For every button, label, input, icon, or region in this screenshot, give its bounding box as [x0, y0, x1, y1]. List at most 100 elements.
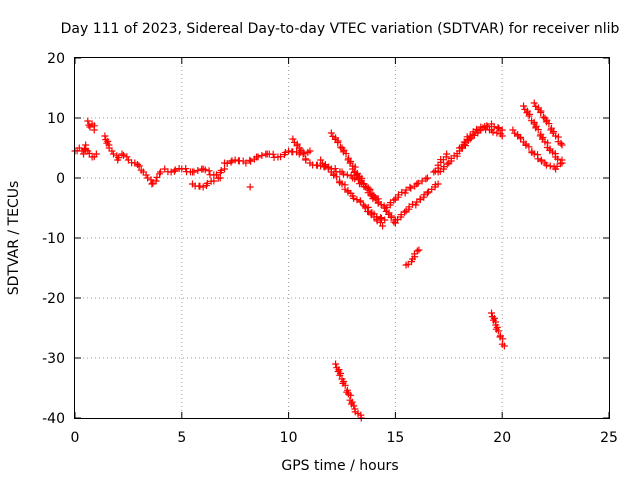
data-point-marker [196, 182, 204, 190]
y-tick-label: -20 [42, 291, 65, 307]
x-axis-label: GPS time / hours [281, 458, 398, 474]
x-tick-label: 0 [71, 430, 80, 446]
data-point-marker [517, 135, 525, 143]
data-point-marker [342, 150, 350, 158]
data-point-marker [148, 180, 156, 188]
data-point-marker [246, 183, 254, 191]
data-point-marker [332, 360, 340, 368]
data-point-marker [231, 156, 239, 164]
data-point-marker [205, 167, 213, 175]
data-point-marker [374, 198, 382, 206]
data-point-marker [401, 208, 409, 216]
data-point-marker [281, 149, 289, 156]
data-point-marker [327, 129, 335, 137]
data-point-marker [350, 194, 358, 202]
data-point-marker [194, 167, 202, 174]
data-point-marker [167, 168, 175, 176]
y-tick-label: -10 [42, 231, 65, 247]
data-point-marker [299, 150, 307, 158]
data-point-marker [135, 162, 143, 170]
data-point-marker [269, 150, 277, 158]
data-point-marker [406, 183, 414, 191]
axis-ticks: 0 5 10 15 20 25 -40 -30 -20 -10 0 10 20 [42, 51, 618, 446]
y-tick-label: 0 [56, 171, 65, 187]
data-point-marker [494, 124, 502, 132]
data-point-marker [434, 180, 442, 188]
data-point-marker [213, 171, 221, 179]
data-point-marker [546, 162, 554, 170]
data-point-marker [227, 158, 235, 166]
data-point-marker [522, 141, 530, 149]
data-point-marker [324, 165, 332, 173]
data-point-marker [369, 195, 377, 203]
data-point-marker [353, 196, 361, 204]
data-point-marker [152, 177, 160, 185]
data-point-marker [488, 309, 496, 317]
data-point-marker [341, 381, 349, 389]
data-point-marker [413, 247, 421, 255]
y-tick-label: -40 [42, 411, 65, 427]
data-point-marker [142, 171, 150, 179]
data-point-marker [228, 157, 236, 165]
data-point-marker [558, 156, 566, 164]
data-points [71, 99, 566, 422]
data-point-marker [422, 175, 430, 183]
data-point-marker [443, 150, 451, 158]
data-point-marker [495, 125, 503, 132]
x-tick-label: 15 [386, 430, 404, 446]
data-point-marker [101, 132, 109, 140]
data-point-marker [277, 153, 285, 161]
data-point-marker [123, 153, 131, 161]
data-point-marker [500, 342, 508, 350]
data-point-marker [364, 207, 372, 215]
data-point-marker [545, 120, 553, 128]
data-point-marker [537, 109, 545, 117]
y-tick-label: -30 [42, 351, 65, 367]
data-point-marker [336, 371, 344, 379]
data-point-marker [289, 135, 297, 143]
data-point-marker [463, 133, 471, 141]
data-point-marker [313, 161, 321, 169]
data-point-marker [542, 161, 550, 169]
data-point-marker [330, 171, 338, 179]
data-point-marker [530, 99, 538, 107]
data-point-marker [246, 156, 254, 164]
data-point-marker [339, 170, 347, 178]
plot-frame [74, 57, 610, 419]
data-point-marker [350, 402, 358, 410]
data-point-marker [285, 147, 293, 155]
data-point-marker [247, 157, 255, 165]
chart-title: Day 111 of 2023, Sidereal Day-to-day VTE… [61, 21, 620, 37]
data-point-marker [199, 183, 207, 191]
data-point-marker [336, 143, 344, 151]
x-tick-label: 25 [600, 430, 618, 446]
data-point-marker [85, 121, 93, 129]
data-point-marker [423, 189, 431, 197]
data-point-marker [489, 128, 497, 136]
x-tick-label: 20 [493, 430, 511, 446]
data-point-marker [390, 196, 398, 204]
data-point-marker [367, 190, 375, 198]
data-point-marker [120, 151, 128, 159]
data-point-marker [182, 165, 190, 173]
data-point-marker [242, 159, 250, 167]
data-point-marker [338, 180, 346, 188]
data-point-marker [221, 165, 229, 173]
data-point-marker [498, 126, 506, 134]
data-point-marker [498, 132, 506, 140]
data-point-marker [520, 102, 528, 110]
y-tick-label: 10 [47, 111, 65, 127]
data-point-marker [134, 161, 142, 168]
data-point-marker [413, 180, 421, 188]
data-point-marker [170, 167, 178, 175]
data-point-marker [415, 246, 423, 254]
data-point-marker [509, 126, 517, 134]
x-tick-label: 5 [177, 430, 186, 446]
data-point-marker [258, 152, 266, 159]
data-point-marker [494, 327, 502, 335]
data-point-marker [347, 391, 355, 399]
data-point-marker [534, 155, 542, 163]
data-point-marker [90, 126, 98, 134]
data-point-marker [108, 147, 116, 155]
